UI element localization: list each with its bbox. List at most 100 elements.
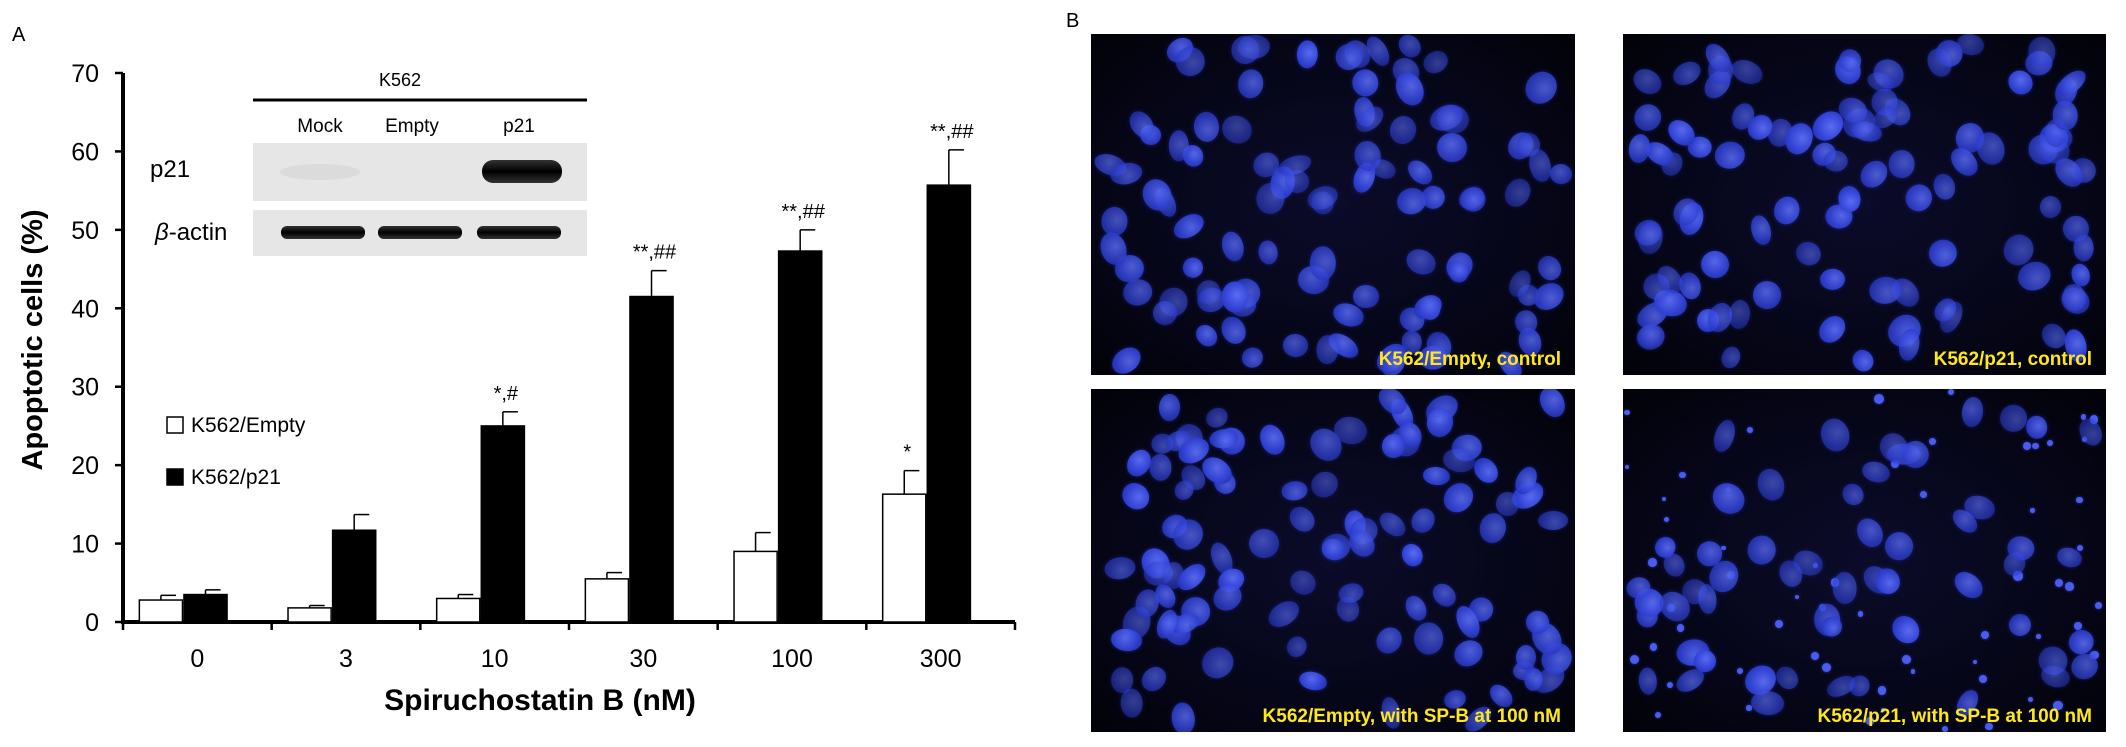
cell-nucleus <box>1823 149 1850 174</box>
cell-nucleus <box>1470 453 1504 488</box>
cell-nucleus <box>1629 99 1667 136</box>
apoptotic-fragment <box>1890 459 1899 468</box>
cell-nucleus <box>1413 621 1444 655</box>
blot-band-actin-empty <box>378 226 462 239</box>
apoptotic-fragment <box>1648 558 1657 567</box>
cell-nucleus <box>1349 67 1381 99</box>
bar <box>287 607 332 623</box>
blot-band-p21-mock <box>280 164 360 180</box>
cell-nucleus <box>2004 609 2035 641</box>
cell-nucleus <box>1477 510 1510 546</box>
apoptotic-fragment <box>2089 650 2099 660</box>
cell-nucleus <box>1168 130 1189 162</box>
cell-nucleus <box>2056 281 2095 319</box>
cell-nucleus <box>1196 641 1241 685</box>
apoptotic-fragment <box>1679 471 1686 479</box>
cell-nucleus <box>1148 453 1173 481</box>
cell-nucleus <box>1282 633 1310 662</box>
apoptotic-fragment <box>1858 611 1864 617</box>
bar <box>138 599 184 623</box>
apoptotic-fragment <box>1746 705 1752 711</box>
cell-nucleus <box>1280 479 1309 502</box>
apoptotic-fragment <box>1973 659 1978 664</box>
cell-nucleus <box>1239 344 1267 371</box>
apoptotic-fragment <box>2027 697 2033 703</box>
cell-nucleus <box>1394 34 1425 61</box>
bar <box>183 593 228 623</box>
micrograph-caption: K562/Empty, with SP-B at 100 nM <box>1262 706 1561 727</box>
cell-nucleus <box>1529 278 1569 316</box>
western-blot-inset: K562 Mock Empty p21 p21 β-actin <box>150 70 587 256</box>
x-tick-label: 3 <box>339 645 353 673</box>
significance-label: *,# <box>494 383 519 405</box>
cell-nucleus <box>1754 466 1789 505</box>
apoptotic-fragment <box>1737 668 1744 675</box>
cell-nucleus <box>1304 181 1342 214</box>
cell-nucleus <box>1353 284 1379 309</box>
cell-nucleus <box>1218 228 1247 264</box>
blot-band-actin-mock <box>281 226 365 239</box>
cell-nucleus <box>1726 298 1752 330</box>
inset-lane-p21: p21 <box>503 116 535 137</box>
bar-chart: 0 10 20 30 40 50 60 70 0 3 10 30 100 300 * *,# **,## **… <box>17 60 1017 717</box>
legend-label-empty: K562/Empty <box>191 414 306 437</box>
micrograph-p21-control: K562/p21, control <box>1623 34 2106 375</box>
cell-nucleus <box>1371 622 1408 660</box>
apoptotic-fragment <box>1624 409 1630 415</box>
apoptotic-fragment <box>2032 442 2039 450</box>
x-tick-label: 100 <box>771 645 813 673</box>
panel-a-label: A <box>12 24 26 46</box>
cell-nucleus <box>1697 246 1733 282</box>
cell-nucleus <box>1668 57 1705 91</box>
y-axis-title: Apoptotic cells (%) <box>17 209 49 470</box>
cell-nucleus <box>1709 416 1739 454</box>
cell-nucleus <box>1534 251 1566 285</box>
cell-nucleus <box>1628 64 1666 99</box>
cell-nucleus <box>1831 571 1858 605</box>
cell-nucleus <box>2039 195 2062 219</box>
apoptotic-fragment <box>1774 619 1784 629</box>
apoptotic-fragment <box>2054 578 2064 588</box>
apoptotic-fragment <box>1901 654 1912 664</box>
cell-nucleus <box>1535 389 1570 422</box>
cell-nucleus <box>1792 237 1826 270</box>
y-tick-label: 0 <box>85 609 99 637</box>
cell-nucleus <box>1500 174 1536 212</box>
apoptotic-fragment <box>1978 675 1988 684</box>
cell-nucleus <box>1106 342 1146 375</box>
cell-nucleus <box>1516 644 1537 671</box>
cell-nucleus <box>1256 238 1280 266</box>
blot-band-actin-p21 <box>477 226 561 239</box>
cell-nucleus <box>1548 162 1574 185</box>
cell-nucleus <box>2052 99 2080 132</box>
apoptotic-fragment <box>1649 643 1658 652</box>
y-tick-label: 10 <box>71 531 99 559</box>
cell-nucleus <box>1748 213 1775 248</box>
apoptotic-fragment <box>2030 507 2035 513</box>
apoptotic-fragment <box>1721 545 1726 551</box>
cell-nucleus <box>1428 579 1461 611</box>
apoptotic-fragment <box>1624 464 1629 469</box>
cell-nucleus <box>2024 414 2049 441</box>
cell-nucleus <box>1263 596 1304 633</box>
cell-nucleus <box>1749 688 1786 717</box>
apoptotic-fragment <box>1810 651 1819 660</box>
apoptotic-fragment <box>1919 491 1927 499</box>
apoptotic-fragment <box>2094 602 2102 610</box>
cell-nucleus <box>1295 40 1319 70</box>
cell-nucleus <box>1813 311 1851 349</box>
cell-nucleus <box>1823 670 1859 701</box>
cell-nucleus <box>1706 476 1751 520</box>
cell-nucleus <box>1235 67 1266 101</box>
blot-band-p21-p21 <box>482 160 562 183</box>
inset-row-label-actin: β-actin <box>154 219 227 246</box>
cell-nucleus <box>1402 245 1441 280</box>
apoptotic-fragment <box>2013 571 2023 582</box>
apoptotic-fragment <box>2076 496 2084 504</box>
apoptotic-fragment <box>1676 624 1685 632</box>
cell-nucleus <box>2074 415 2106 450</box>
y-tick-label: 60 <box>71 138 99 166</box>
cell-nucleus <box>1849 346 1878 375</box>
cell-nucleus <box>1537 510 1569 530</box>
cell-nucleus <box>1713 140 1748 172</box>
